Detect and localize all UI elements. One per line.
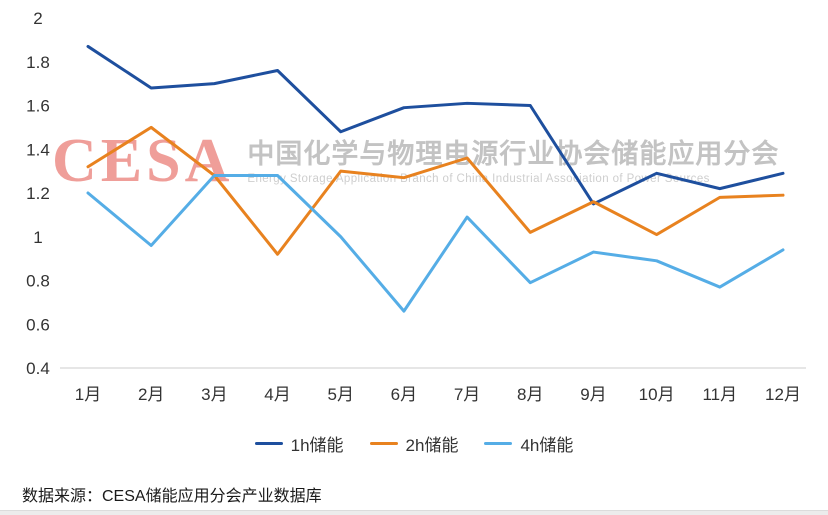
legend-line-swatch (254, 441, 283, 446)
legend-line-swatch (369, 441, 398, 446)
bottom-edge-strip (0, 510, 828, 515)
x-tick-label: 7月 (454, 385, 480, 404)
series-line-4h储能 (86, 174, 785, 313)
y-tick-label: 2 (33, 9, 42, 28)
data-source-caption: 数据来源：CESA储能应用分会产业数据库 (22, 488, 322, 505)
x-tick-label: 2月 (138, 385, 164, 404)
x-tick-label: 3月 (201, 385, 227, 404)
x-tick-label: 10月 (639, 385, 675, 404)
legend-label: 4h储能 (520, 436, 574, 455)
legend-label: 2h储能 (405, 436, 459, 455)
x-tick-label: 4月 (264, 385, 290, 404)
legend-item-2h储能[interactable]: 2h储能 (369, 431, 459, 456)
x-tick-label: 9月 (580, 385, 606, 404)
x-tick-label: 1月 (75, 385, 101, 404)
x-tick-label: 11月 (702, 385, 737, 404)
legend-line-swatch (484, 441, 513, 446)
x-tick-label: 5月 (327, 385, 353, 404)
series-line-2h储能 (86, 125, 785, 256)
y-tick-label: 1.6 (26, 97, 50, 116)
y-tick-label: 0.4 (26, 359, 50, 378)
series-line-1h储能 (86, 44, 785, 206)
y-tick-label: 0.8 (26, 272, 50, 291)
legend-item-1h储能[interactable]: 1h储能 (254, 431, 344, 456)
chart-legend: 1h储能 2h储能 4h储能 (0, 431, 828, 456)
y-tick-label: 1.8 (26, 53, 50, 72)
y-tick-label: 1 (33, 228, 42, 247)
x-tick-label: 6月 (391, 385, 417, 404)
x-tick-label: 8月 (517, 385, 543, 404)
y-tick-label: 0.6 (26, 315, 50, 334)
legend-item-4h储能[interactable]: 4h储能 (484, 431, 573, 456)
y-tick-label: 1.4 (26, 140, 50, 159)
x-tick-label: 12月 (765, 385, 801, 404)
y-tick-label: 1.2 (26, 184, 50, 203)
line-chart: 2 1.8 1.6 1.4 1.2 1 0.8 0.6 0.4 1月 2月 3月 4月 5月 6月 7月 8月 9… (26, 9, 806, 404)
legend-label: 1h储能 (290, 436, 344, 455)
